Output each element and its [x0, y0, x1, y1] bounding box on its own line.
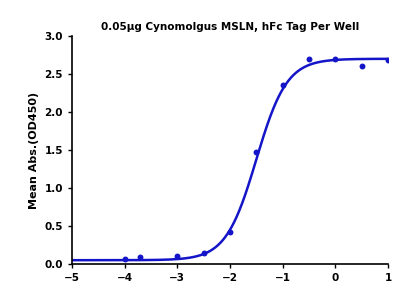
Point	[174, 254, 180, 259]
Point	[280, 83, 286, 88]
Title: 0.05μg Cynomolgus MSLN, hFc Tag Per Well: 0.05μg Cynomolgus MSLN, hFc Tag Per Well	[101, 22, 359, 32]
Point	[253, 149, 260, 154]
Point	[306, 56, 312, 61]
Point	[332, 56, 338, 61]
Point	[200, 251, 207, 256]
Point	[122, 256, 128, 261]
Point	[385, 58, 391, 63]
Point	[137, 255, 144, 260]
Point	[358, 64, 365, 69]
Point	[227, 230, 233, 235]
Y-axis label: Mean Abs.(OD450): Mean Abs.(OD450)	[29, 92, 39, 208]
